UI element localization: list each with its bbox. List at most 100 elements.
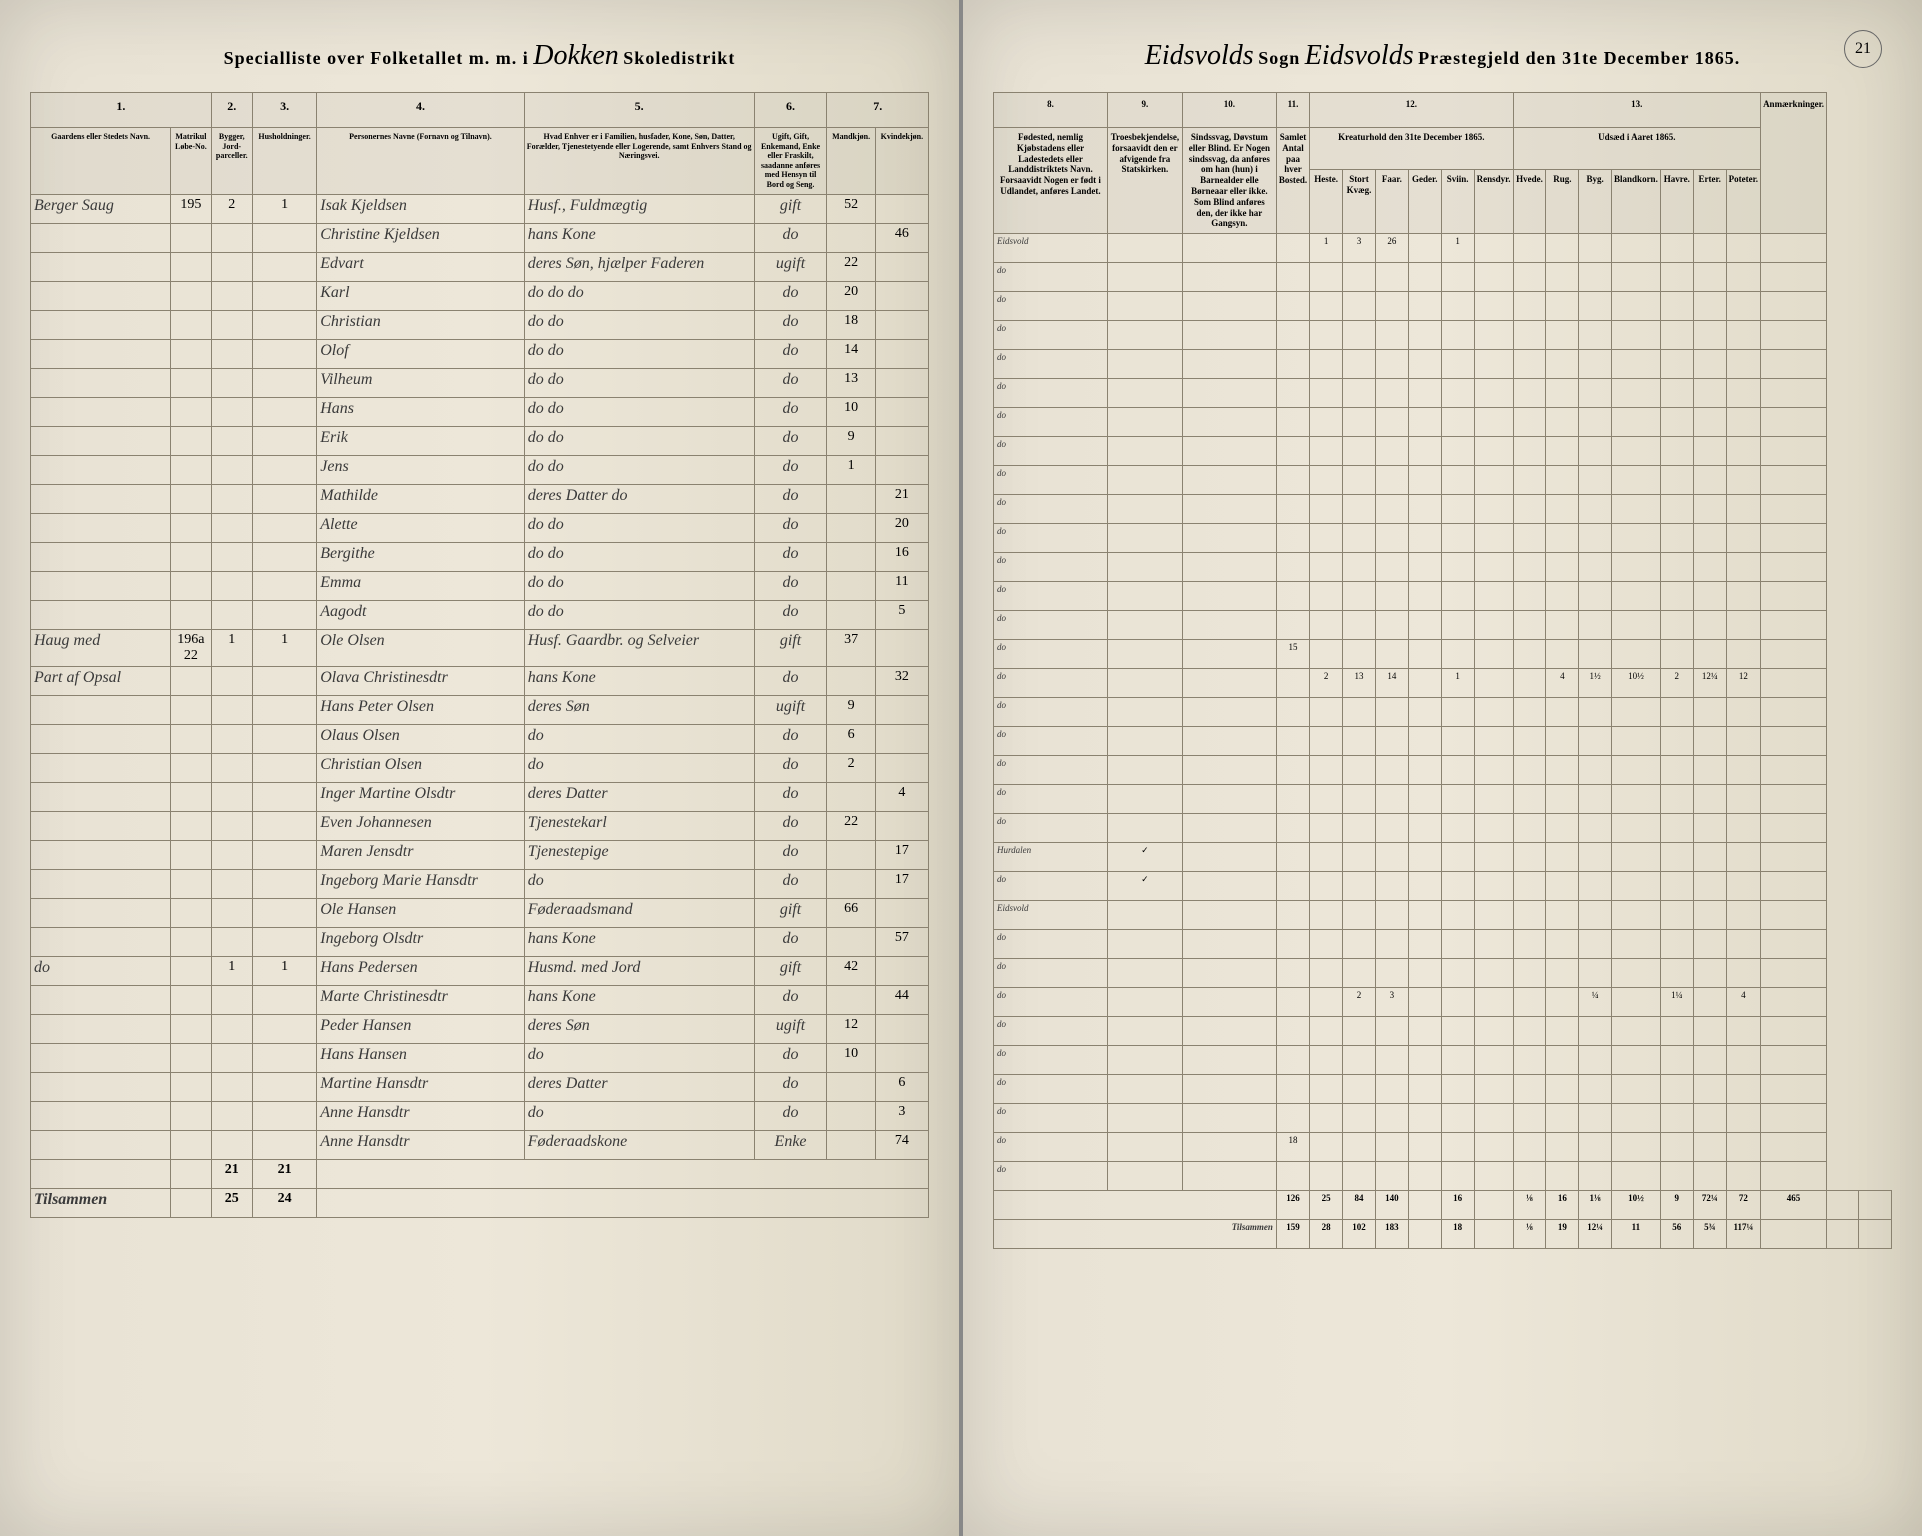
table-row: do: [994, 1017, 1892, 1046]
table-row: do: [994, 553, 1892, 582]
table-row: do: [994, 582, 1892, 611]
table-row: do: [994, 321, 1892, 350]
table-row: Olofdo dodo14: [31, 339, 929, 368]
table-row: Hans Hansendodo10: [31, 1043, 929, 1072]
table-row: Maren JensdtrTjenestepigedo17: [31, 840, 929, 869]
h-rel: Troesbekjendelse, forsaavidt den er afvi…: [1107, 128, 1182, 234]
right-table: 8. 9. 10. 11. 12. 13. Anmærkninger. Føde…: [993, 92, 1892, 1249]
table-row: Christine Kjeldsenhans Konedo46: [31, 223, 929, 252]
h-name: Personernes Navne (Fornavn og Tilnavn).: [317, 128, 524, 195]
table-row: Aagodtdo dodo5: [31, 600, 929, 629]
h-hush: Husholdninger.: [252, 128, 316, 195]
table-row: Part af OpsalOlava Christinesdtrhans Kon…: [31, 666, 929, 695]
h-civ: Ugift, Gift, Enkemand, Enke eller Fraski…: [754, 128, 827, 195]
table-row: do✓: [994, 872, 1892, 901]
table-row: Hansdo dodo10: [31, 397, 929, 426]
table-row: do: [994, 785, 1892, 814]
left-page: Specialliste over Folketallet m. m. i Do…: [0, 0, 961, 1536]
h-rel: Hvad Enhver er i Familien, husfader, Kon…: [524, 128, 754, 195]
table-row: do: [994, 292, 1892, 321]
table-row: Anne HansdtrFøderaadskoneEnke74: [31, 1130, 929, 1159]
table-row: Erikdo dodo9: [31, 426, 929, 455]
colnum-1: 1.: [31, 93, 212, 128]
table-row: do: [994, 930, 1892, 959]
table-row: Ingeborg Olsdtrhans Konedo57: [31, 927, 929, 956]
table-row: Bergithedo dodo16: [31, 542, 929, 571]
table-row: Even JohannesenTjenestekarldo22: [31, 811, 929, 840]
table-row: do: [994, 698, 1892, 727]
h-kreatur: Kreaturhold den 31te December 1865.: [1310, 128, 1513, 170]
h-anm: Anmærkninger.: [1761, 93, 1827, 234]
h-place: Gaardens eller Stedets Navn.: [31, 128, 171, 195]
table-row: Karldo do dodo20: [31, 281, 929, 310]
tilsammen-label: Tilsammen: [31, 1188, 171, 1217]
total-row-r: Tilsammen1592810218318⅛1912¼11565¾117¼: [994, 1220, 1892, 1249]
table-row: do: [994, 379, 1892, 408]
table-row: do: [994, 959, 1892, 988]
subcol: Blandkorn.: [1612, 169, 1661, 233]
header-prefix: Specialliste over Folketallet m. m. i: [224, 48, 529, 68]
table-row: Mathildederes Datter dodo21: [31, 484, 929, 513]
table-row: do: [994, 1046, 1892, 1075]
h-kk: Kvindekjøn.: [875, 128, 928, 195]
table-row: Vilheumdo dodo13: [31, 368, 929, 397]
h-mk: Mandkjøn.: [827, 128, 875, 195]
colnum-4: 4.: [317, 93, 524, 128]
subcol: Heste.: [1310, 169, 1343, 233]
colnum-5: 5.: [524, 93, 754, 128]
header-district-label: Skoledistrikt: [623, 48, 735, 68]
left-table: 1. 2. 3. 4. 5. 6. 7. Gaardens eller Sted…: [30, 92, 929, 1218]
table-row: Emmado dodo11: [31, 571, 929, 600]
table-row: Inger Martine Olsdtrderes Datterdo4: [31, 782, 929, 811]
colnum-12: 12.: [1310, 93, 1513, 128]
table-row: do15: [994, 640, 1892, 669]
colnum-7: 7.: [827, 93, 929, 128]
table-row: do: [994, 756, 1892, 785]
table-row: Eidsvold: [994, 901, 1892, 930]
colnum-8: 8.: [994, 93, 1108, 128]
header-sogn: Eidsvolds: [1145, 40, 1254, 71]
h-birth: Fødested, nemlig Kjøbstadens eller Lades…: [994, 128, 1108, 234]
table-row: Berger Saug19521Isak KjeldsenHusf., Fuld…: [31, 194, 929, 223]
header-praestegjeld: Eidsvolds: [1305, 40, 1414, 71]
table-row: do18: [994, 1133, 1892, 1162]
table-row: Jensdo dodo1: [31, 455, 929, 484]
colnum-3: 3.: [252, 93, 316, 128]
table-row: Marte Christinesdtrhans Konedo44: [31, 985, 929, 1014]
h-byg: Bygger, Jord-parceller.: [211, 128, 252, 195]
colnum-10: 10.: [1182, 93, 1276, 128]
colnum-9: 9.: [1107, 93, 1182, 128]
header-tail: Præstegjeld den 31te December 1865.: [1418, 48, 1740, 68]
h-mnr: Matrikul Løbe-No.: [171, 128, 211, 195]
right-header: Eidsvolds Sogn Eidsvolds Præstegjeld den…: [993, 40, 1892, 72]
right-page: 21 Eidsvolds Sogn Eidsvolds Præstegjeld …: [961, 0, 1922, 1536]
table-row: Peder Hansenderes Sønugift12: [31, 1014, 929, 1043]
ledger-spread: Specialliste over Folketallet m. m. i Do…: [0, 0, 1922, 1536]
table-row: do: [994, 495, 1892, 524]
subcol: Faar.: [1375, 169, 1408, 233]
table-row: do: [994, 1104, 1892, 1133]
total-row: Tilsammen 25 24: [31, 1188, 929, 1217]
table-row: do23¼1¼4: [994, 988, 1892, 1017]
h-udsaed: Udsæd i Aaret 1865.: [1513, 128, 1761, 170]
subtotal-row: 21 21: [31, 1159, 929, 1188]
table-row: Ole HansenFøderaadsmandgift66: [31, 898, 929, 927]
table-row: do11Hans PedersenHusmd. med Jordgift42: [31, 956, 929, 985]
subcol: Geder.: [1408, 169, 1441, 233]
colnum-11: 11.: [1276, 93, 1309, 128]
table-row: do: [994, 1075, 1892, 1104]
table-row: do: [994, 524, 1892, 553]
table-row: Anne Hansdtrdodo3: [31, 1101, 929, 1130]
table-row: do: [994, 727, 1892, 756]
header-district: Dokken: [533, 40, 619, 71]
subcol: Hvede.: [1513, 169, 1546, 233]
table-row: do: [994, 1162, 1892, 1191]
table-row: do: [994, 611, 1892, 640]
left-header: Specialliste over Folketallet m. m. i Do…: [30, 40, 929, 72]
page-number: 21: [1844, 30, 1882, 68]
subtotal-row-r: 126258414016⅛161⅛10½972¼72465: [994, 1191, 1892, 1220]
subcol: Havre.: [1660, 169, 1693, 233]
table-row: Edvartderes Søn, hjælper Faderenugift22: [31, 252, 929, 281]
subcol: Erter.: [1693, 169, 1726, 233]
table-row: do21314141½10½212¼12: [994, 669, 1892, 698]
